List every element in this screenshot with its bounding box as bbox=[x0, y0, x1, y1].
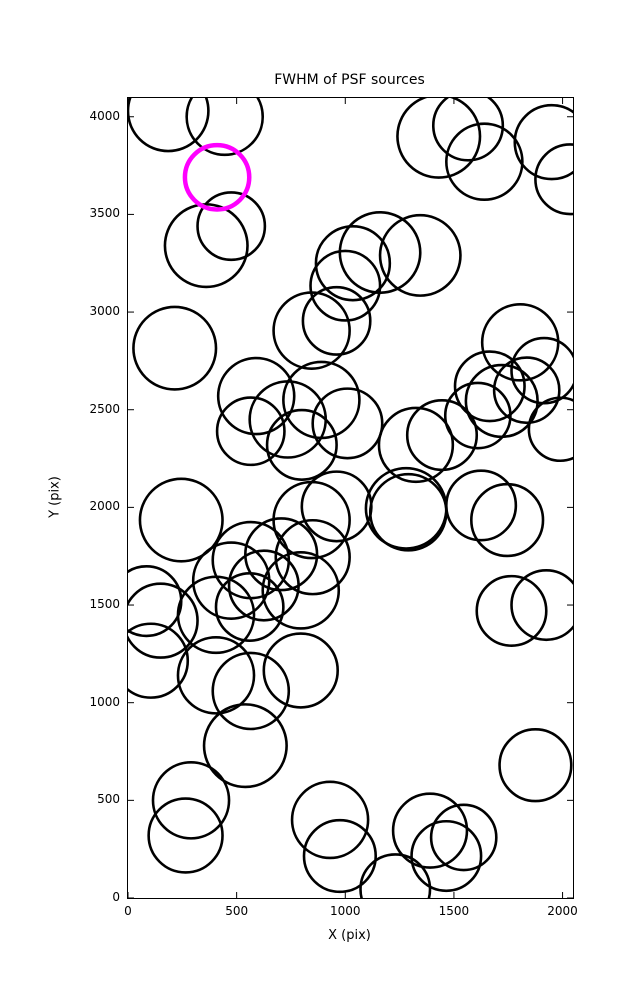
x-tick-label: 1000 bbox=[330, 904, 361, 918]
psf-source-circle bbox=[513, 103, 573, 181]
psf-source-circle bbox=[410, 819, 483, 893]
x-tick-label: 500 bbox=[225, 904, 249, 918]
psf-source-circle bbox=[151, 761, 231, 840]
y-tick-label: 4000 bbox=[89, 108, 120, 123]
psf-source-circle bbox=[453, 350, 526, 423]
psf-source-circle bbox=[396, 98, 482, 179]
y-tick-label: 3000 bbox=[89, 304, 120, 319]
x-tick-label: 2000 bbox=[547, 904, 578, 918]
chart-title: FWHM of PSF sources bbox=[274, 72, 425, 88]
psf-source-circle bbox=[215, 396, 286, 467]
psf-source-circle bbox=[368, 472, 448, 552]
psf-source-circle bbox=[290, 780, 370, 860]
psf-source-circle bbox=[128, 622, 190, 699]
psf-source-circle bbox=[377, 406, 455, 484]
psf-source-circle bbox=[132, 305, 218, 391]
psf-source-circle bbox=[445, 122, 524, 201]
y-tick-label: 2500 bbox=[89, 401, 120, 416]
y-tick-label: 1500 bbox=[89, 597, 120, 612]
psf-source-circle bbox=[510, 568, 573, 642]
psf-source-circle bbox=[147, 797, 224, 874]
psf-source-circle bbox=[202, 703, 288, 789]
psf-source-circle bbox=[378, 213, 462, 297]
psf-source-circle bbox=[311, 387, 384, 460]
psf-source-circle bbox=[282, 360, 361, 440]
psf-source-circle bbox=[227, 549, 300, 622]
psf-source-circle bbox=[262, 632, 339, 709]
y-tick-label: 1000 bbox=[89, 694, 120, 709]
y-tick-label: 2000 bbox=[89, 499, 120, 514]
psf-source-circle bbox=[176, 636, 256, 715]
psf-source-circle bbox=[314, 224, 392, 302]
psf-source-circle bbox=[309, 249, 382, 322]
psf-source-circle bbox=[475, 574, 548, 647]
highlighted-psf-source-circle bbox=[182, 142, 252, 212]
y-tick-label: 0 bbox=[112, 890, 120, 904]
x-axis-label: X (pix) bbox=[328, 928, 371, 943]
x-tick-label: 1500 bbox=[438, 904, 470, 918]
psf-source-circle bbox=[391, 792, 469, 869]
psf-source-circle bbox=[445, 469, 518, 542]
psf-source-circle bbox=[211, 651, 291, 731]
psf-source-circle bbox=[272, 291, 351, 370]
psf-source-circle bbox=[128, 582, 199, 659]
psf-source-circle bbox=[301, 285, 372, 356]
psf-source-circle bbox=[214, 572, 285, 642]
y-axis-label: Y (pix) bbox=[47, 476, 63, 518]
psf-source-circle bbox=[429, 803, 498, 872]
y-tick-label: 3500 bbox=[89, 206, 120, 221]
y-tick-label: 500 bbox=[97, 792, 120, 807]
psf-source-circle bbox=[128, 98, 210, 153]
psf-source-circle bbox=[498, 728, 573, 803]
psf-source-circle bbox=[216, 356, 296, 436]
x-tick-label: 0 bbox=[124, 904, 132, 918]
psf-source-circle bbox=[405, 399, 479, 472]
psf-source-circle bbox=[443, 381, 512, 450]
psf-source-circle bbox=[185, 98, 265, 157]
psf-source-circle bbox=[138, 477, 224, 563]
psf-source-circle bbox=[176, 575, 256, 655]
plot-area bbox=[127, 97, 574, 899]
psf-source-circle bbox=[359, 853, 432, 898]
psf-source-circle bbox=[163, 203, 249, 289]
scatter-plot bbox=[128, 98, 573, 898]
psf-source-circle bbox=[265, 408, 338, 481]
psf-source-circle bbox=[302, 818, 378, 894]
psf-source-circle bbox=[492, 356, 561, 425]
psf-source-circle bbox=[196, 191, 267, 262]
psf-source-circle bbox=[274, 518, 351, 596]
psf-source-circle bbox=[470, 482, 545, 558]
psf-source-circle bbox=[431, 98, 505, 162]
psf-source-circle bbox=[534, 143, 573, 216]
psf-source-circle bbox=[527, 396, 573, 463]
psf-source-circle bbox=[244, 517, 319, 592]
psf-source-circle bbox=[261, 551, 341, 630]
